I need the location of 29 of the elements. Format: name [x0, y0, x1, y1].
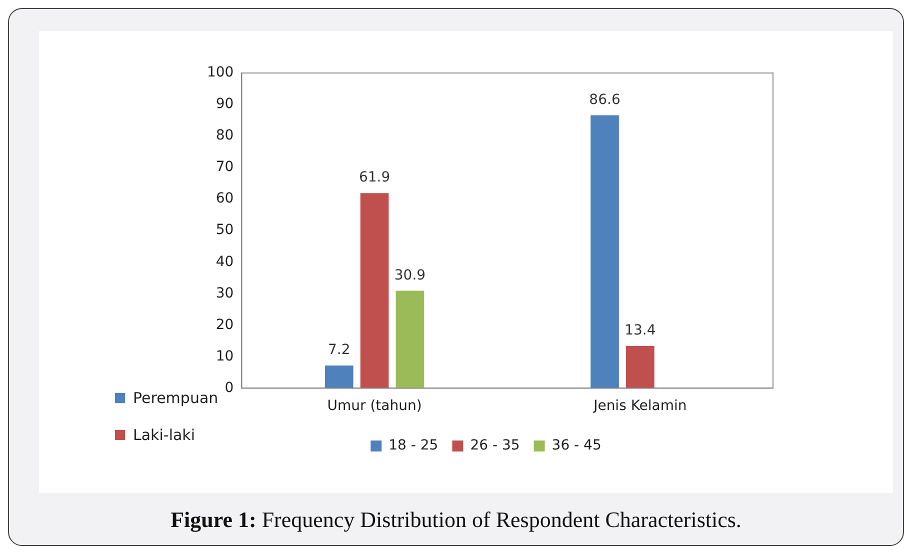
bar: [590, 115, 619, 388]
legend-label: 26 - 35: [470, 438, 520, 454]
legend-label: 36 - 45: [552, 438, 602, 454]
text: Laki-laki: [133, 426, 196, 444]
y-tick-label: 70: [216, 159, 234, 176]
data-label: 61.9: [358, 170, 390, 186]
bar: [360, 193, 389, 388]
data-label: 7.2: [328, 342, 350, 358]
data-label: 86.6: [589, 92, 620, 108]
y-tick-label: 20: [216, 316, 234, 333]
y-tick-label: 50: [216, 222, 234, 238]
text: Figure 1: Frequency Distribution of Respondent Characteristics.: [170, 507, 742, 532]
bar: [626, 346, 654, 388]
y-tick-label: 30: [216, 285, 234, 302]
y-tick-label: 60: [216, 190, 234, 207]
bar: [324, 366, 354, 388]
legend-label: 18 - 25: [388, 438, 438, 454]
x-tick-label: Umur (tahun): [327, 398, 422, 414]
y-tick-label: 90: [216, 96, 234, 112]
y-tick-label: 100: [206, 64, 234, 81]
x-tick-label: Jenis Kelamin: [592, 398, 687, 414]
data-label: 30.9: [394, 267, 426, 284]
y-tick-label: 80: [216, 128, 234, 144]
text: Perempuan: [133, 389, 218, 407]
y-tick-label: 40: [216, 254, 234, 270]
data-label: 13.4: [624, 322, 656, 339]
y-tick-label: 0: [224, 380, 234, 396]
y-tick-label: 10: [216, 348, 234, 364]
bar: [396, 290, 424, 388]
